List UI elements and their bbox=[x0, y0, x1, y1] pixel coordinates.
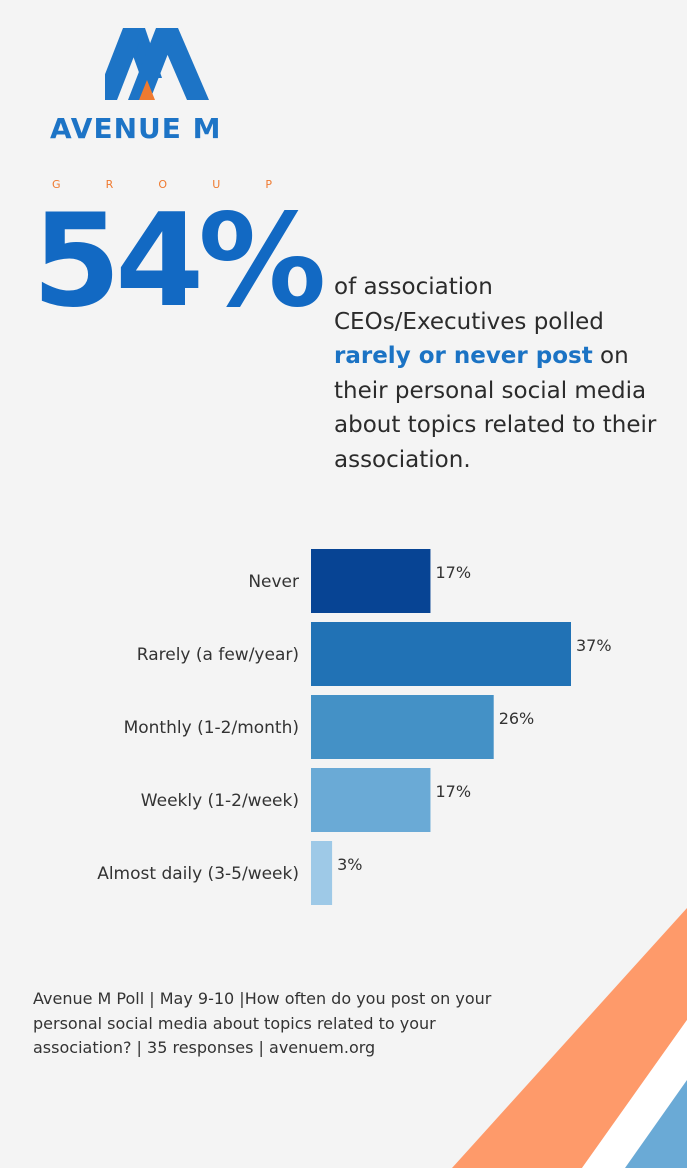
value-label: 3% bbox=[337, 855, 362, 874]
logo-wordmark: AVENUE M bbox=[50, 112, 222, 145]
bar bbox=[311, 695, 494, 759]
category-label: Monthly (1-2/month) bbox=[124, 718, 299, 738]
poll-source-note: Avenue M Poll | May 9-10 |How often do y… bbox=[33, 989, 492, 1057]
value-label: 26% bbox=[499, 709, 535, 728]
headline-description: of association CEOs/Executives polled ra… bbox=[334, 270, 674, 477]
company-logo: AVENUE M G R O U P bbox=[50, 28, 280, 191]
logo-subtitle: G R O U P bbox=[52, 178, 272, 191]
bar bbox=[311, 622, 571, 686]
headline-text-after: on their personal social media about top… bbox=[334, 343, 657, 473]
logo-sub-letter: P bbox=[265, 178, 272, 191]
headline-highlight: rarely or never post bbox=[334, 343, 593, 369]
category-label: Almost daily (3-5/week) bbox=[97, 864, 299, 884]
logo-sub-letter: R bbox=[105, 178, 114, 191]
frequency-bar-chart: Never 17% Rarely (a few/year) 37% Monthly (1… bbox=[97, 549, 612, 905]
value-label: 17% bbox=[435, 563, 471, 582]
blue-stripe bbox=[625, 1080, 687, 1168]
category-label: Rarely (a few/year) bbox=[137, 645, 299, 665]
bar bbox=[311, 768, 431, 832]
bar bbox=[311, 549, 431, 613]
value-label: 37% bbox=[576, 636, 612, 655]
category-label: Weekly (1-2/week) bbox=[141, 791, 299, 811]
logo-sub-letter: O bbox=[158, 178, 168, 191]
category-label: Never bbox=[248, 572, 299, 592]
logo-sub-letter: U bbox=[212, 178, 221, 191]
value-label: 17% bbox=[435, 782, 471, 801]
logo-sub-letter: G bbox=[52, 178, 61, 191]
logo-mountain-icon bbox=[105, 28, 209, 100]
headline-text-before: of association CEOs/Executives polled bbox=[334, 274, 604, 335]
bar bbox=[311, 841, 333, 905]
white-stripe bbox=[582, 1020, 687, 1168]
headline-stat: 54% bbox=[32, 187, 326, 336]
